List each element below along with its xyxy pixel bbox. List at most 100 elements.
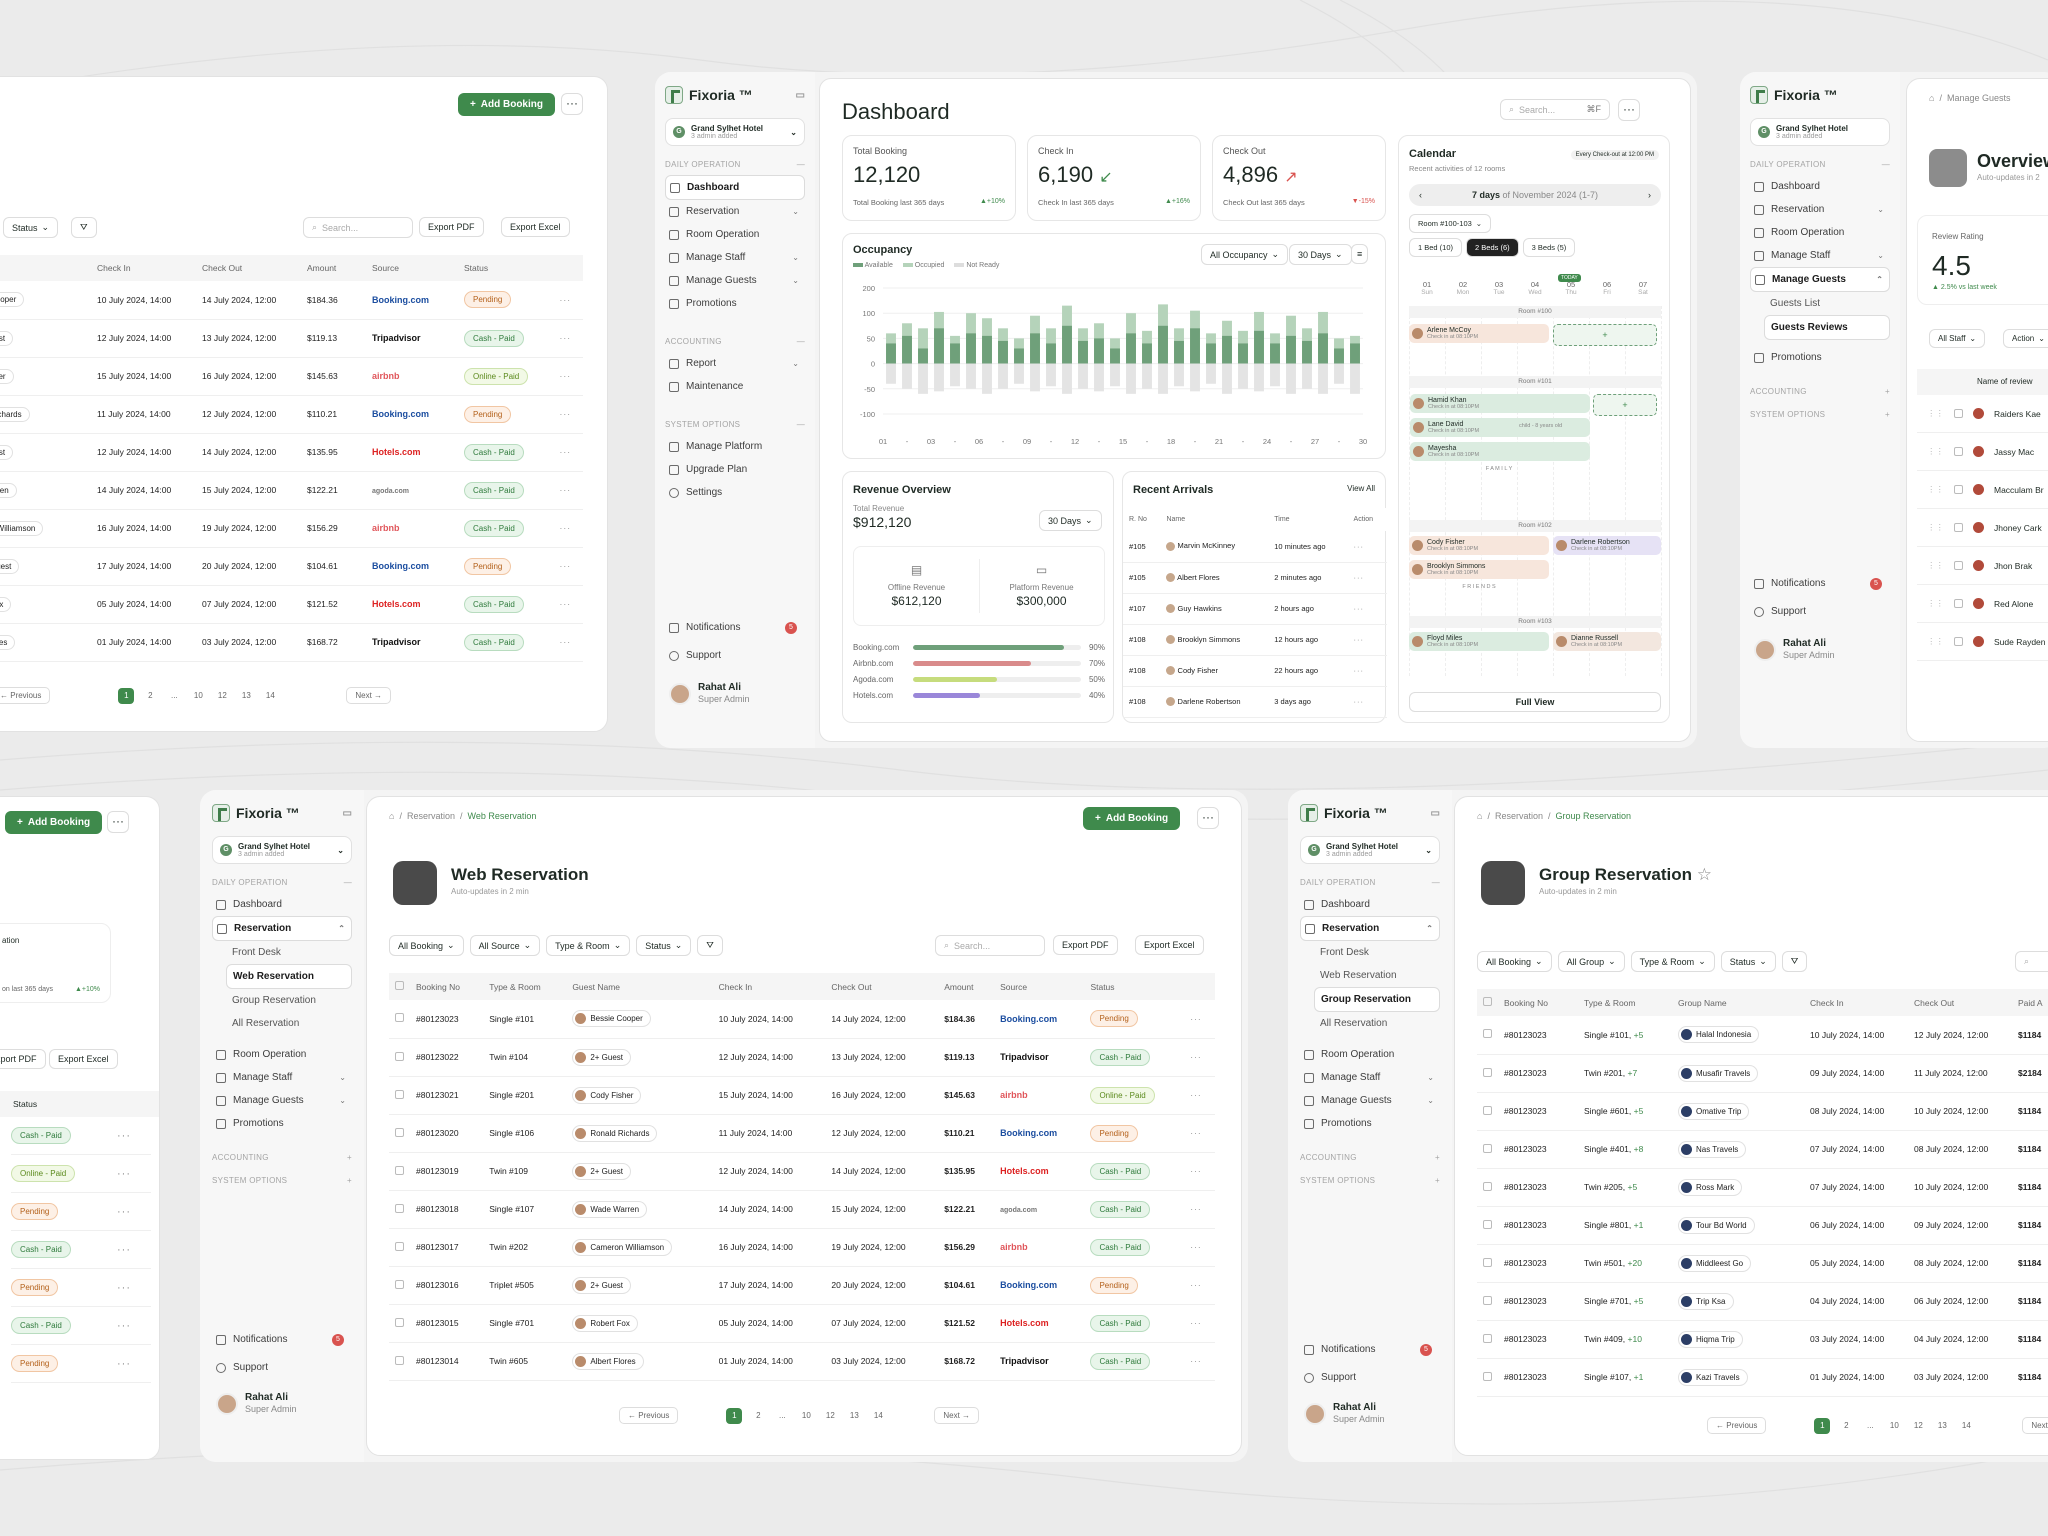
table-row[interactable]: #80123023 Twin #205, +5 Ross Mark 07 Jul… xyxy=(1477,1168,2048,1207)
tab-3-beds[interactable]: 3 Beds (5) xyxy=(1522,238,1576,257)
status-row[interactable]: Pending ··· xyxy=(11,1345,151,1383)
search-input[interactable]: ⌕ Search... xyxy=(303,217,413,238)
previous-button[interactable]: ← Previous xyxy=(619,1407,679,1424)
row-actions-button[interactable]: ··· xyxy=(1190,1356,1202,1366)
hotel-selector[interactable]: G Grand Sylhet Hotel 3 admin added ⌄ xyxy=(212,836,352,864)
page-1[interactable]: 1 xyxy=(726,1407,743,1424)
tab-1-bed[interactable]: 1 Bed (10) xyxy=(1409,238,1463,257)
add-booking-slot[interactable]: + xyxy=(1553,324,1657,346)
staff-filter[interactable]: All Staff ⌄ xyxy=(1929,329,1986,348)
next-button[interactable]: Next → xyxy=(934,1407,980,1424)
row-checkbox[interactable] xyxy=(1483,1029,1492,1039)
more-options-button[interactable]: ··· xyxy=(1197,807,1219,829)
row-actions-button[interactable]: ··· xyxy=(1190,1318,1202,1328)
row-actions-button[interactable]: ··· xyxy=(559,485,572,495)
page-2[interactable]: 2 xyxy=(1844,1420,1849,1430)
sidebar-item-reservation[interactable]: Reservation ⌃ xyxy=(212,916,352,941)
sidebar-item-report[interactable]: Report ⌄ xyxy=(665,352,805,375)
sidebar-item-manage-staff[interactable]: Manage Staff ⌄ xyxy=(665,246,805,269)
calendar-day[interactable]: 04 Wed xyxy=(1528,280,1542,296)
collapse-sidebar-icon[interactable]: ▭ xyxy=(1430,807,1440,819)
review-row[interactable]: ⋮⋮ Jhon Brak xyxy=(1917,547,2048,585)
row-actions-button[interactable]: ··· xyxy=(559,599,572,609)
row-actions-button[interactable]: ··· xyxy=(1353,573,1365,582)
sidebar-subitem-front-desk[interactable]: Front Desk xyxy=(232,947,281,958)
row-checkbox[interactable] xyxy=(395,1203,404,1213)
table-row[interactable]: Cooper 10 July 2024, 14:00 14 July 2024, … xyxy=(0,281,583,320)
sidebar-item-promotions[interactable]: Promotions xyxy=(1750,346,1890,369)
row-checkbox[interactable] xyxy=(395,1279,404,1289)
user-profile[interactable]: Rahat Ali Super Admin xyxy=(669,682,750,705)
export-pdf-button[interactable]: Export PDF xyxy=(1053,935,1118,955)
table-row[interactable]: #80123023 Single #101 Bessie Cooper 10 J… xyxy=(389,1000,1215,1039)
row-actions-button[interactable]: ··· xyxy=(559,447,572,457)
export-excel-button[interactable]: Export Excel xyxy=(1135,935,1204,955)
sidebar-subitem-all-reservation[interactable]: All Reservation xyxy=(232,1018,300,1029)
export-excel-button[interactable]: Export Excel xyxy=(501,217,570,237)
sidebar-item-manage-guests[interactable]: Manage Guests ⌄ xyxy=(665,269,805,292)
sidebar-item-dashboard[interactable]: Dashboard xyxy=(1300,893,1440,916)
row-checkbox[interactable] xyxy=(1954,409,1963,418)
add-booking-slot[interactable]: + xyxy=(1593,394,1657,416)
row-checkbox[interactable] xyxy=(1954,447,1963,456)
page-10[interactable]: 10 xyxy=(1889,1420,1899,1430)
row-checkbox[interactable] xyxy=(395,1317,404,1327)
table-row[interactable]: #80123017 Twin #202 Cameron Williamson 1… xyxy=(389,1228,1215,1267)
hotel-selector[interactable]: G Grand Sylhet Hotel 3 admin added ⌄ xyxy=(665,118,805,146)
calendar-day[interactable]: 01 Sun xyxy=(1421,280,1433,296)
sidebar-subitem-front-desk[interactable]: Front Desk xyxy=(1320,947,1369,958)
row-checkbox[interactable] xyxy=(395,1127,404,1137)
sidebar-item-dashboard[interactable]: Dashboard xyxy=(1750,175,1890,198)
sidebar-item-dashboard[interactable]: Dashboard xyxy=(665,175,805,200)
drag-handle-icon[interactable]: ⋮⋮ xyxy=(1927,484,1944,494)
status-row[interactable]: Cash - Paid ··· xyxy=(11,1231,151,1269)
calendar-day[interactable]: 06 Fri xyxy=(1602,280,1612,296)
previous-button[interactable]: ← Previous xyxy=(1707,1417,1767,1434)
user-profile[interactable]: Rahat Ali Super Admin xyxy=(1304,1402,1385,1425)
row-checkbox[interactable] xyxy=(1483,1105,1492,1115)
hotel-selector[interactable]: G Grand Sylhet Hotel 3 admin added xyxy=(1750,118,1890,146)
table-row[interactable]: Fox 05 July 2024, 14:00 07 July 2024, 12:… xyxy=(0,585,583,624)
row-actions-button[interactable]: ··· xyxy=(559,371,572,381)
booking-event[interactable]: Brooklyn Simmons Check in at 08:10PM xyxy=(1409,560,1549,579)
drag-handle-icon[interactable]: ⋮⋮ xyxy=(1927,560,1944,570)
breadcrumb-reservation[interactable]: Reservation xyxy=(1494,811,1543,821)
booking-event[interactable]: Floyd Miles Check in at 08:10PM xyxy=(1409,632,1549,651)
row-checkbox[interactable] xyxy=(395,1241,404,1251)
table-row[interactable]: #80123023 Twin #501, +20 Middleest Go 05… xyxy=(1477,1244,2048,1283)
page-2[interactable]: 2 xyxy=(148,690,153,700)
table-row[interactable]: #80123021 Single #201 Cody Fisher 15 Jul… xyxy=(389,1076,1215,1115)
sidebar-item-manage-guests[interactable]: Manage Guests ⌄ xyxy=(212,1089,352,1112)
row-actions-button[interactable]: ··· xyxy=(117,1319,131,1332)
table-row[interactable]: #80123023 Single #107, +1 Kazi Travels 0… xyxy=(1477,1358,2048,1397)
row-actions-button[interactable]: ··· xyxy=(559,333,572,343)
booking-filter[interactable]: All Booking ⌄ xyxy=(389,935,464,956)
sidebar-item-room-operation[interactable]: Room Operation xyxy=(1300,1043,1440,1066)
booking-event[interactable]: Mayesha Check in at 08:10PM xyxy=(1410,442,1590,461)
row-actions-button[interactable]: ··· xyxy=(1190,1128,1202,1138)
status-row[interactable]: Online - Paid ··· xyxy=(11,1155,151,1193)
sidebar-item-room-operation[interactable]: Room Operation xyxy=(665,223,805,246)
filter-button[interactable]: ⛛ xyxy=(71,217,97,238)
search-input[interactable]: ⌕ Search... ⌘F xyxy=(1500,99,1610,120)
more-options-button[interactable]: ··· xyxy=(1618,99,1640,121)
row-actions-button[interactable]: ··· xyxy=(1190,1166,1202,1176)
room-range-dropdown[interactable]: Room #100-103 ⌄ xyxy=(1409,214,1492,233)
table-row[interactable]: #80123020 Single #106 Ronald Richards 11… xyxy=(389,1114,1215,1153)
row-actions-button[interactable]: ··· xyxy=(1353,604,1365,613)
sidebar-subitem-web-reservation[interactable]: Web Reservation xyxy=(1320,970,1397,981)
review-row[interactable]: ⋮⋮ Jhoney Cark xyxy=(1917,509,2048,547)
drag-handle-icon[interactable]: ⋮⋮ xyxy=(1927,636,1944,646)
row-checkbox[interactable] xyxy=(1954,485,1963,494)
sidebar-item-notifications[interactable]: Notifications 5 xyxy=(1300,1338,1440,1361)
sidebar-item-support[interactable]: Support xyxy=(212,1356,272,1379)
table-row[interactable]: #80123023 Single #801, +1 Tour Bd World … xyxy=(1477,1206,2048,1245)
sidebar-item-promotions[interactable]: Promotions xyxy=(665,292,805,315)
calendar-day[interactable]: 07 Sat xyxy=(1638,280,1648,296)
row-checkbox[interactable] xyxy=(1483,1067,1492,1077)
source-filter[interactable]: All Source ⌄ xyxy=(469,935,541,956)
sidebar-item-upgrade-plan[interactable]: Upgrade Plan xyxy=(665,458,805,481)
filter-button[interactable]: ⛛ xyxy=(697,935,723,956)
row-checkbox[interactable] xyxy=(395,1165,404,1175)
row-actions-button[interactable]: ··· xyxy=(1353,635,1365,644)
